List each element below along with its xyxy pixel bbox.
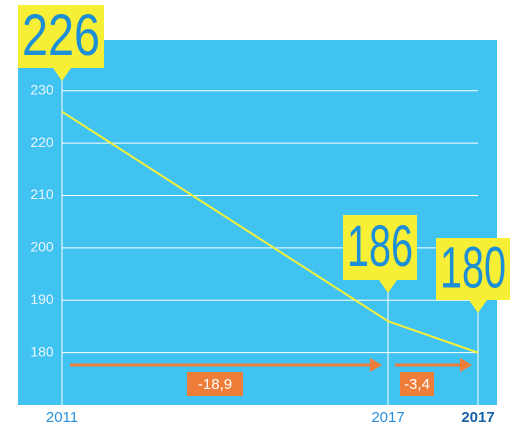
- callout-box: [343, 215, 417, 280]
- data-line: [61, 110, 479, 354]
- change-label-box: [187, 372, 243, 396]
- callout-box: [18, 5, 104, 68]
- x-tick-label: 2017: [371, 409, 404, 426]
- arrow-head: [460, 358, 472, 372]
- x-tick-label: 2017: [461, 409, 494, 426]
- y-tick-label: 190: [30, 291, 54, 307]
- y-tick-label: 180: [30, 343, 54, 359]
- change-label: -18,9: [198, 376, 232, 393]
- y-tick-label: 230: [30, 81, 54, 97]
- callout-pointer: [53, 68, 71, 81]
- x-tick-label: 2011: [46, 409, 78, 426]
- change-label: -3,4: [404, 376, 430, 393]
- y-tick-label: 220: [30, 134, 54, 150]
- y-tick-label: 210: [30, 186, 54, 202]
- callout-value: 180: [440, 235, 506, 300]
- change-label-box: [400, 372, 434, 396]
- callout-value: 226: [22, 3, 100, 68]
- y-tick-label: 200: [30, 239, 54, 255]
- callout-pointer: [469, 300, 487, 313]
- plot-background: [18, 40, 497, 405]
- arrow-head: [370, 358, 382, 372]
- callout-box: [436, 238, 510, 300]
- callout-pointer: [379, 280, 397, 293]
- callout-value: 186: [347, 214, 413, 279]
